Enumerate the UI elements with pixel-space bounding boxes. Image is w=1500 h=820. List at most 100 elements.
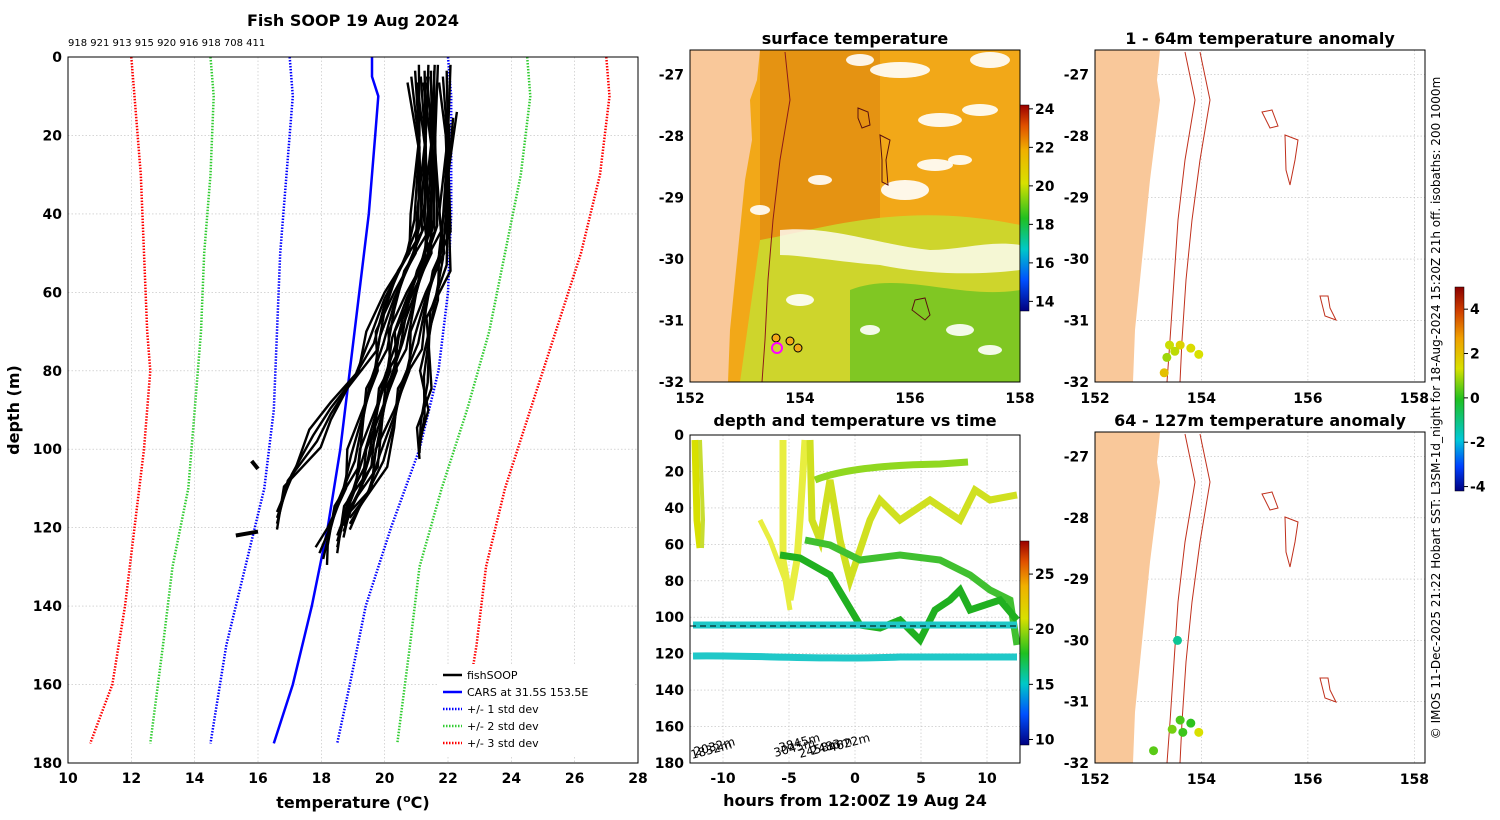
sst-land [690, 50, 760, 382]
y-tick-label: 160 [33, 678, 62, 694]
time-track [757, 518, 793, 611]
fishsoop-profile [348, 70, 450, 519]
y-tick-label: -32 [1064, 756, 1089, 772]
x-tick-label: 152 [1080, 391, 1109, 407]
anomaly-point [1170, 346, 1180, 356]
time-track [692, 652, 1017, 662]
fishsoop-profile [348, 82, 452, 531]
y-tick-label: 100 [655, 610, 684, 626]
y-tick-label: 180 [655, 756, 684, 772]
fishsoop-profile [336, 64, 436, 536]
series--3-std-dev-high [459, 56, 611, 744]
x-tick-label: 156 [1293, 391, 1322, 407]
fishsoop-profile [275, 82, 424, 530]
sst-cloud-band [780, 229, 1020, 274]
anomaly-point [1165, 340, 1175, 350]
legend-box [438, 664, 634, 756]
y-tick-label: -28 [659, 129, 684, 145]
y-tick-label: -31 [659, 314, 684, 330]
x-tick-label: -10 [710, 771, 736, 787]
time-annotations: 1832m 2032m 3045m 3845m 2458m 2483m 4622… [689, 730, 871, 761]
fishsoop-profile [336, 82, 436, 554]
profile-xlabel: temperature (oC) [276, 792, 429, 812]
anom1-seamount [1319, 295, 1338, 321]
sst-title: surface temperature [762, 29, 949, 48]
profile-panel: Fish SOOP 19 Aug 2024 918 921 913 915 92… [4, 11, 648, 812]
anom1-seamount [1284, 134, 1299, 186]
y-tick-label: 100 [33, 442, 62, 458]
fishsoop-profile [275, 70, 421, 519]
surface-temperature-panel: surface temperature 152 154 156 158 -27 -28 -2… [659, 29, 1055, 407]
anom1-land [1095, 50, 1160, 382]
y-tick-label: 160 [655, 720, 684, 736]
x-tick-label: 20 [375, 771, 395, 787]
x-tick-label: 0 [850, 771, 860, 787]
time-track [779, 551, 1020, 646]
y-tick-label: 20 [43, 128, 63, 144]
y-tick-label: 120 [33, 521, 62, 537]
anom1-title: 1 - 64m temperature anomaly [1125, 29, 1395, 48]
x-tick-label: 154 [1187, 391, 1216, 407]
x-tick-label: 152 [1080, 772, 1109, 788]
sst-drop-marker [793, 343, 803, 353]
y-tick-label: -30 [659, 252, 685, 268]
sst-drop-marker [785, 336, 795, 346]
y-tick-label: 60 [43, 285, 63, 301]
x-tick-label: -5 [781, 771, 797, 787]
x-tick-label: 156 [1293, 772, 1322, 788]
profile-ylabel: depth (m) [4, 365, 23, 455]
anom2-land [1095, 432, 1160, 763]
cloud-gap [948, 155, 972, 165]
cloud-gap [750, 205, 770, 215]
series--2-std-dev-high [396, 56, 532, 744]
fishsoop-profile [322, 76, 428, 560]
anomaly-point [1186, 343, 1196, 353]
anomaly-point [1194, 727, 1204, 737]
series-cars-at-31-5s-153-5e [272, 57, 380, 744]
colorbar-tick-label: 10 [1035, 732, 1055, 748]
anom2-isobath [1166, 433, 1196, 763]
legend-label-cars: CARS at 31.5S 153.5E [467, 686, 588, 699]
colorbar-tick-label: 18 [1035, 217, 1054, 233]
anomaly-point [1186, 718, 1196, 728]
sst-current-drop-marker [771, 342, 783, 354]
cloud-gap [870, 62, 930, 78]
y-tick-label: 140 [33, 599, 62, 615]
colorbar-tick-label: 25 [1035, 567, 1054, 583]
colorbar-tick-label: 0 [1470, 391, 1480, 407]
y-tick-label: 0 [674, 428, 684, 444]
time-track [804, 536, 1020, 646]
y-tick-label: -32 [659, 375, 684, 391]
anomaly-point [1178, 727, 1188, 737]
anom1-isobath [1166, 51, 1196, 382]
time-panel: depth and temperature vs time -10 -5 0 5 100… [655, 411, 1055, 810]
y-tick-label: 80 [43, 364, 63, 380]
x-tick-label: 12 [122, 771, 141, 787]
y-tick-label: -27 [659, 68, 684, 84]
fishsoop-profile [336, 76, 434, 548]
time-track [813, 458, 969, 484]
colorbar-tick-label: 22 [1035, 140, 1054, 156]
cloud-gap [946, 324, 974, 336]
series--3-std-dev-low [89, 56, 152, 744]
anomaly-point [1175, 340, 1185, 350]
colorbar-tick-label: 20 [1035, 622, 1055, 638]
y-tick-label: 180 [33, 756, 62, 772]
fishsoop-profile [415, 129, 452, 460]
x-tick-label: 158 [1400, 772, 1429, 788]
y-tick-label: 20 [665, 464, 685, 480]
y-tick-label: -28 [1064, 129, 1089, 145]
cloud-gap [918, 113, 962, 127]
x-tick-label: 14 [185, 771, 205, 787]
anomaly-point [1162, 352, 1172, 362]
cloud-gap [962, 104, 998, 116]
fishsoop-profile [336, 70, 434, 542]
profile-title: Fish SOOP 19 Aug 2024 [247, 11, 459, 30]
fishsoop-fragment [235, 529, 259, 538]
time-track [806, 439, 1018, 593]
anomaly-point [1149, 746, 1159, 756]
anomaly-point [1173, 635, 1182, 645]
x-tick-label: 18 [312, 771, 331, 787]
y-tick-label: 0 [52, 50, 62, 66]
